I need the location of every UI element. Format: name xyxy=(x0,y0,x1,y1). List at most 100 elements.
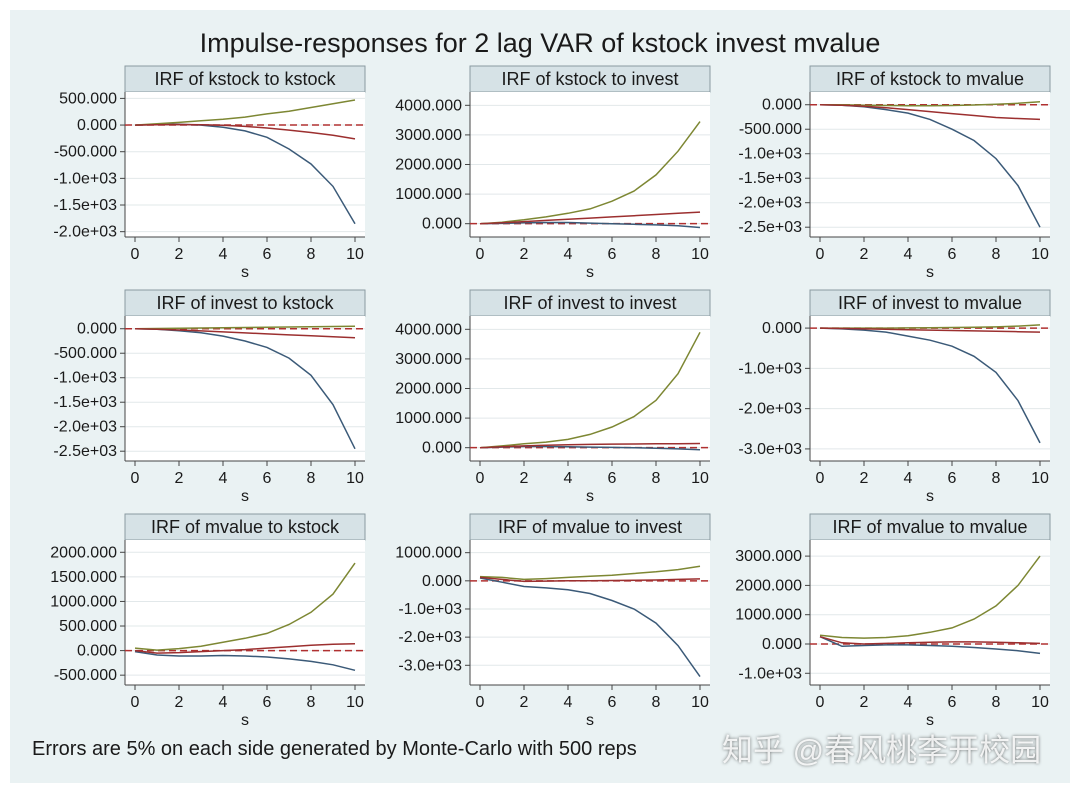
x-tick-label: 4 xyxy=(564,694,573,711)
y-tick-label: 2000.000 xyxy=(735,577,802,594)
series-line-upper xyxy=(134,99,356,126)
series-line-upper xyxy=(479,331,701,449)
y-tick-label: -500.000 xyxy=(54,345,117,362)
plot-area xyxy=(125,540,365,685)
watermark-text: 知乎 @春风桃李开校园 xyxy=(722,733,1042,768)
x-tick-label: 10 xyxy=(1031,470,1049,487)
x-tick-label: 8 xyxy=(307,694,316,711)
series-line-lower xyxy=(479,576,701,583)
y-tick-label: -2.5e+03 xyxy=(53,443,117,460)
series-line-irf xyxy=(479,577,701,678)
x-tick-label: 4 xyxy=(904,470,913,487)
series-line-irf xyxy=(134,650,356,672)
panel-header xyxy=(809,289,1051,317)
y-tick-label: 2000.000 xyxy=(50,544,117,561)
y-tick-label: -1.0e+03 xyxy=(53,170,117,187)
plot-area xyxy=(810,92,1050,237)
y-tick-label: -2.0e+03 xyxy=(738,195,802,212)
y-tick-label: 0.000 xyxy=(762,320,802,337)
y-tick-label: 0.000 xyxy=(77,643,117,660)
x-tick-label: 4 xyxy=(904,694,913,711)
x-tick-label: 8 xyxy=(992,694,1001,711)
x-tick-label: 8 xyxy=(652,246,661,263)
y-tick-label: 0.000 xyxy=(422,573,462,590)
y-tick-label: 1500.000 xyxy=(50,569,117,586)
x-tick-label: 6 xyxy=(948,246,957,263)
panel-title: IRF of kstock to mvalue xyxy=(836,69,1024,89)
irf-panel: IRF of mvalue to kstock 2000.000 1500.000 1… xyxy=(50,513,366,729)
y-tick-label: -2.0e+03 xyxy=(738,401,802,418)
y-tick-label: 500.000 xyxy=(59,90,117,107)
x-tick-label: 0 xyxy=(476,246,485,263)
y-tick-label: 0.000 xyxy=(762,636,802,653)
x-tick-label: 2 xyxy=(860,246,869,263)
series-line-upper xyxy=(134,562,356,651)
series-line-lower xyxy=(134,123,356,140)
y-tick-label: 1000.000 xyxy=(50,593,117,610)
x-tick-label: 8 xyxy=(307,470,316,487)
panel-header xyxy=(469,513,711,541)
x-tick-label: 4 xyxy=(219,470,228,487)
series-line-upper xyxy=(819,555,1041,639)
y-tick-label: 1000.000 xyxy=(395,410,462,427)
x-tick-label: 2 xyxy=(520,246,529,263)
y-tick-label: 4000.000 xyxy=(395,97,462,114)
plot-area xyxy=(125,92,365,237)
y-tick-label: 500.000 xyxy=(59,618,117,635)
y-tick-label: 0.000 xyxy=(77,117,117,134)
plot-area xyxy=(810,316,1050,461)
panel-header xyxy=(124,289,366,317)
y-tick-label: 0.000 xyxy=(422,216,462,233)
x-tick-label: 10 xyxy=(691,694,709,711)
y-tick-label: -1.0e+03 xyxy=(738,360,802,377)
series-line-upper xyxy=(820,101,1041,107)
y-tick-label: -1.0e+03 xyxy=(398,601,462,618)
x-tick-label: 8 xyxy=(652,470,661,487)
x-tick-label: 6 xyxy=(263,246,272,263)
x-tick-label: 6 xyxy=(263,470,272,487)
series-line-upper xyxy=(479,565,701,581)
x-axis-label: s xyxy=(586,488,594,505)
y-tick-label: -1.5e+03 xyxy=(53,394,117,411)
x-tick-label: 6 xyxy=(948,694,957,711)
x-tick-label: 10 xyxy=(346,470,364,487)
x-tick-label: 10 xyxy=(346,694,364,711)
panel-title: IRF of mvalue to kstock xyxy=(151,517,340,537)
x-tick-label: 10 xyxy=(691,470,709,487)
x-tick-label: 0 xyxy=(816,246,825,263)
x-tick-label: 10 xyxy=(1031,246,1049,263)
series-line-lower xyxy=(819,103,1041,121)
x-tick-label: 2 xyxy=(175,246,184,263)
y-tick-label: 0.000 xyxy=(762,97,802,114)
x-tick-label: 4 xyxy=(564,246,573,263)
x-tick-label: 2 xyxy=(175,470,184,487)
series-line-irf xyxy=(819,636,1041,655)
y-tick-label: 2000.000 xyxy=(395,381,462,398)
x-tick-label: 6 xyxy=(608,694,617,711)
panel-header xyxy=(469,65,711,93)
y-tick-label: -500.000 xyxy=(54,667,117,684)
x-axis-label: s xyxy=(586,264,594,281)
x-tick-label: 2 xyxy=(175,694,184,711)
x-axis-label: s xyxy=(241,712,249,729)
y-tick-label: -1.0e+03 xyxy=(738,665,802,682)
y-tick-label: 3000.000 xyxy=(395,351,462,368)
irf-panel: IRF of kstock to kstock 500.000 0.000 -500.… xyxy=(53,65,366,281)
x-axis-label: s xyxy=(926,488,934,505)
series-line-lower xyxy=(479,442,701,449)
panel-header xyxy=(124,513,366,541)
x-tick-label: 2 xyxy=(860,470,869,487)
x-axis-label: s xyxy=(241,488,249,505)
panel-title: IRF of invest to mvalue xyxy=(838,293,1022,313)
x-tick-label: 8 xyxy=(307,246,316,263)
x-tick-label: 6 xyxy=(608,246,617,263)
panel-title: IRF of invest to invest xyxy=(503,293,676,313)
y-tick-label: -1.0e+03 xyxy=(738,146,802,163)
x-tick-label: 4 xyxy=(564,470,573,487)
x-tick-label: 8 xyxy=(992,246,1001,263)
series-line-irf xyxy=(479,221,701,229)
panel-header xyxy=(809,65,1051,93)
series-line-lower xyxy=(134,642,356,654)
x-tick-label: 2 xyxy=(520,694,529,711)
